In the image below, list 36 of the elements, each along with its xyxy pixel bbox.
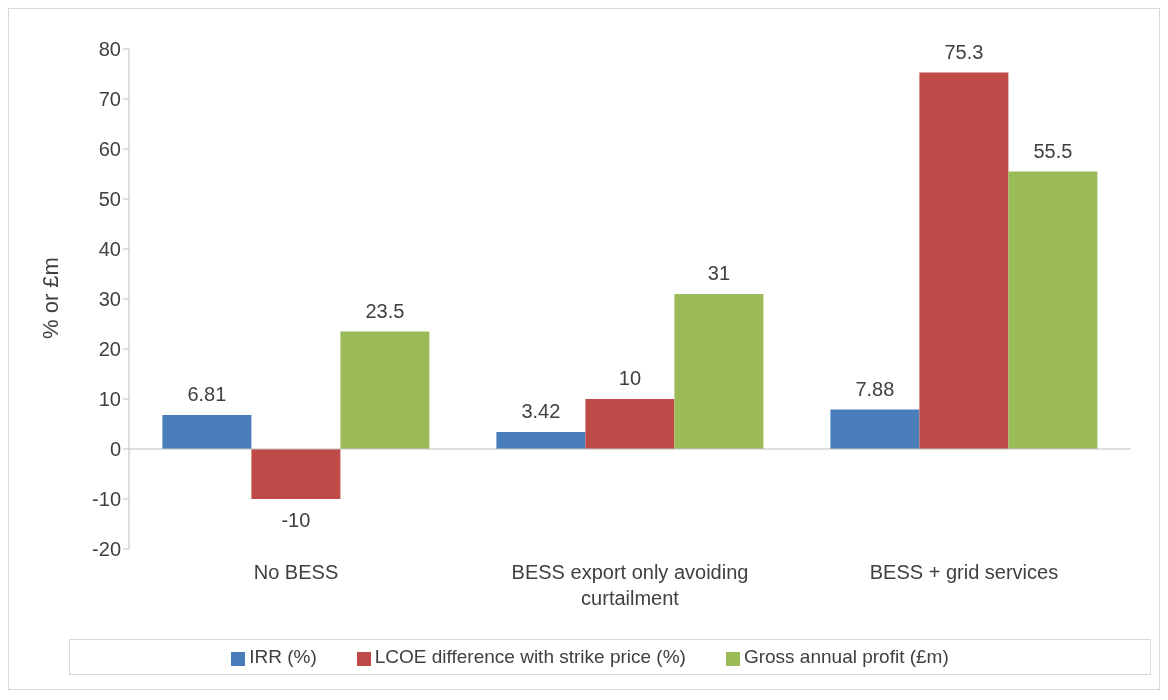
y-tick-label: 0 (109, 438, 121, 461)
bar (251, 449, 341, 499)
x-tick-label: BESS + grid services (869, 561, 1059, 583)
data-label: 10 (618, 367, 642, 389)
legend-label: IRR (%) (249, 646, 317, 667)
y-tick-label: 70 (98, 88, 121, 111)
data-label: 55.5 (1033, 139, 1073, 162)
data-label: 75.3 (944, 40, 984, 63)
y-axis-title: % or £m (37, 257, 63, 339)
data-label: 3.42 (521, 399, 561, 422)
y-tick-label: 30 (98, 288, 121, 311)
bar (585, 399, 675, 449)
bar (162, 414, 252, 449)
legend-label: LCOE difference with strike price (%) (374, 646, 686, 667)
bar (496, 431, 586, 449)
data-label: 7.88 (855, 377, 895, 400)
data-label: 6.81 (187, 382, 227, 405)
y-tick-label: 80 (98, 38, 121, 61)
y-tick-label: -20 (92, 538, 121, 561)
y-tick-label: 20 (98, 338, 121, 361)
y-tick-label: 40 (98, 238, 121, 261)
bar (919, 72, 1009, 449)
bar (1008, 171, 1098, 449)
legend-label: Gross annual profit (£m) (743, 646, 949, 667)
bar (674, 294, 764, 449)
bar (340, 331, 430, 449)
y-tick-label: 50 (98, 188, 121, 211)
y-tick-label: 10 (98, 388, 121, 411)
y-tick-label: 60 (98, 138, 121, 161)
bar (830, 409, 920, 449)
y-tick-label: -10 (92, 488, 121, 511)
x-tick-label: No BESS (253, 561, 339, 583)
data-label: -10 (281, 509, 311, 532)
x-tick-label: BESS export only avoiding curtailment (511, 561, 749, 609)
data-label: 23.5 (365, 299, 405, 322)
data-label: 31 (707, 262, 731, 284)
